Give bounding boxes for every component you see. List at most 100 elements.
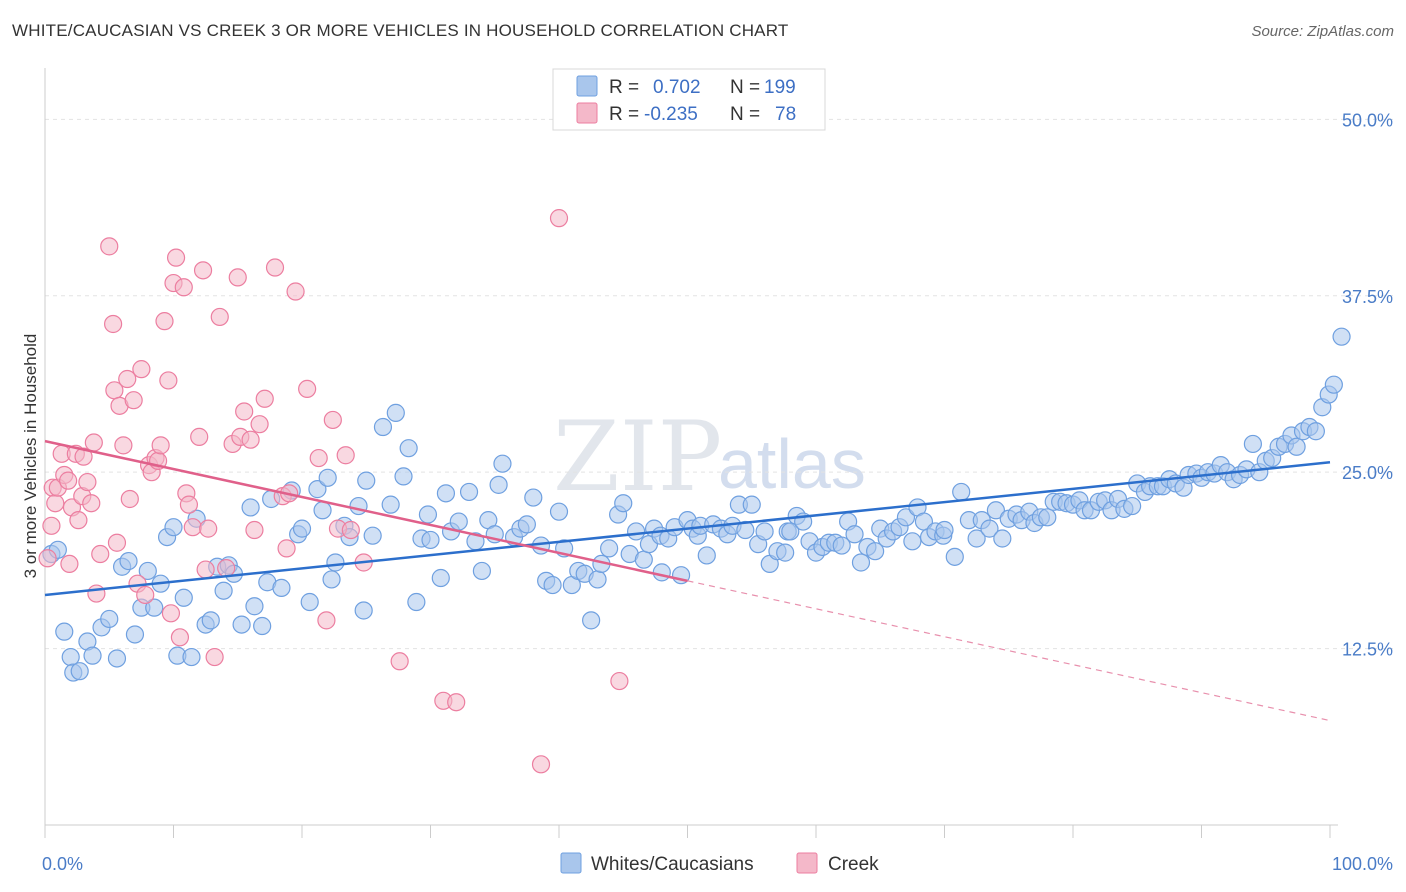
y-axis-label: 3 or more Vehicles in Household (21, 334, 40, 579)
creek-point (155, 312, 174, 331)
whites-point (138, 561, 157, 581)
series-creek-points (38, 209, 629, 774)
whites-point (493, 454, 512, 473)
whites-point (1287, 437, 1306, 456)
creek-point (69, 511, 88, 530)
series-whites-points (42, 327, 1351, 682)
creek-point (114, 436, 133, 455)
whites-point (232, 615, 251, 634)
creek-point (84, 433, 103, 452)
creek-point (241, 430, 260, 449)
whites-point (967, 529, 986, 548)
creek-point (151, 436, 170, 455)
watermark-atlas: atlas (718, 425, 866, 503)
whites-point (357, 471, 376, 490)
whites-point (182, 647, 201, 667)
whites-point (349, 496, 368, 516)
whites-point (1306, 422, 1325, 441)
chart-title: WHITE/CAUCASIAN VS CREEK 3 OR MORE VEHIC… (12, 21, 789, 40)
whites-point (119, 551, 138, 571)
creek-point (317, 611, 336, 630)
whites-point (164, 518, 183, 537)
creek-point (235, 402, 254, 421)
whites-point (582, 611, 601, 630)
creek-point (59, 471, 78, 490)
whites-point (174, 588, 193, 607)
creek-point (161, 604, 181, 623)
gridlines (45, 118, 1395, 650)
creek-point (38, 549, 57, 568)
legend-swatch-whites (576, 75, 598, 97)
creek-point (210, 307, 229, 327)
whites-point (100, 609, 119, 629)
whites-point (1243, 434, 1263, 454)
creek-point (228, 268, 247, 287)
creek-point (549, 209, 569, 228)
creek-trend-line (44, 439, 688, 583)
whites-point (300, 592, 319, 612)
whites-point (952, 482, 971, 502)
creek-point (286, 282, 305, 301)
y-tick-label-2: 37.5% (1342, 287, 1393, 307)
creek-point (118, 369, 137, 389)
whites-point (373, 417, 393, 437)
legend-n-value-whites: 199 (764, 77, 796, 98)
creek-point (341, 520, 360, 540)
y-tick-labels: 12.5% 25.0% 37.5% 50.0% (1342, 110, 1393, 659)
creek-point (250, 415, 269, 434)
whites-point (776, 543, 795, 562)
whites-point (214, 581, 233, 600)
whites-point (543, 575, 562, 595)
whites-point (489, 475, 508, 494)
legend-r-label-creek: R = (609, 104, 639, 125)
whites-point (980, 519, 999, 538)
legend-swatch-creek (576, 102, 598, 124)
bottom-legend-swatch-whites (560, 852, 582, 874)
creek-point (265, 258, 285, 277)
whites-point (993, 529, 1012, 548)
legend-n-label-whites: N = (730, 77, 760, 98)
whites-point (407, 592, 426, 612)
creek-point (46, 494, 65, 513)
creek-point (120, 489, 139, 509)
whites-point (851, 553, 871, 572)
y-tick-label-3: 50.0% (1342, 110, 1393, 130)
whites-point (292, 519, 312, 538)
creek-point (78, 472, 97, 492)
creek-point (166, 248, 186, 267)
creek-point (174, 278, 193, 297)
creek-point (199, 519, 218, 538)
source-label: Source: ZipAtlas.com (1251, 23, 1394, 40)
legend-r-value-creek: -0.235 (644, 104, 698, 125)
whites-point (634, 550, 653, 569)
whites-point (524, 488, 543, 507)
whites-point (70, 662, 89, 681)
creek-point (196, 560, 215, 579)
whites-point (253, 616, 272, 636)
creek-point (132, 360, 151, 379)
whites-point (83, 646, 102, 665)
whites-point (394, 467, 413, 486)
whites-point (272, 578, 291, 597)
whites-point (245, 597, 264, 616)
y-tick-label-1: 25.0% (1342, 463, 1393, 483)
whites-point (1324, 375, 1343, 394)
whites-point (107, 649, 127, 668)
creek-point (390, 652, 409, 671)
whites-point (832, 536, 851, 555)
whites-point (381, 495, 400, 514)
creek-point (74, 447, 93, 466)
whites-point (626, 522, 646, 541)
whites-point (781, 522, 800, 541)
whites-point (896, 508, 916, 527)
whites-point (866, 542, 885, 561)
creek-point (104, 314, 123, 334)
legend-r-value-whites: 0.702 (653, 77, 701, 98)
creek-point (245, 520, 264, 540)
whites-point (845, 525, 864, 544)
whites-point (652, 563, 671, 582)
legend-n-label-creek: N = (730, 104, 760, 125)
whites-point (241, 498, 260, 517)
whites-point (386, 403, 405, 422)
whites-point (697, 546, 716, 565)
